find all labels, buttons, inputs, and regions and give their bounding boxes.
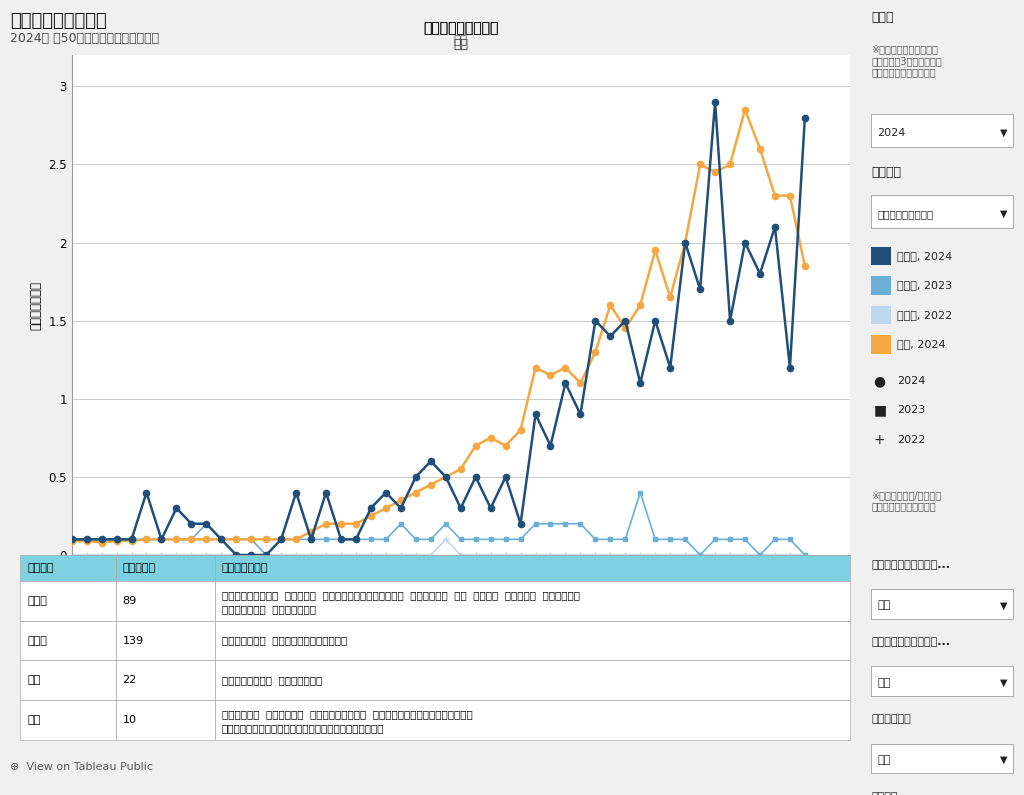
Bar <box>871 196 1013 228</box>
Text: 基幹: 基幹 <box>454 38 468 51</box>
Text: ＲＳウイルス感染症  咽頭結膜熱  Ａ群溶血性レンサ球菌咽頭炎  感染性胃腸炎  水痘  手足口病  伝染性紅斑  突発性発しん: ＲＳウイルス感染症 咽頭結膜熱 Ａ群溶血性レンサ球菌咽頭炎 感染性胃腸炎 水痘 … <box>222 590 580 599</box>
Bar <box>116 555 215 581</box>
Text: ▼: ▼ <box>1000 128 1008 138</box>
Bar <box>215 661 850 700</box>
Text: ▼: ▼ <box>1000 209 1008 219</box>
Text: 静岡県, 2023: 静岡県, 2023 <box>897 280 952 290</box>
Text: ※基準線の表示/非表示を
切り替えることができま: ※基準線の表示/非表示を 切り替えることができま <box>871 490 941 511</box>
Bar <box>215 700 850 740</box>
Text: ヘルパンギーナ  流行性耳下腺炎: ヘルパンギーナ 流行性耳下腺炎 <box>222 603 316 614</box>
Bar <box>116 700 215 740</box>
Text: 定点種別: 定点種別 <box>27 563 53 573</box>
Text: マイコプラズマ肺炎: マイコプラズマ肺炎 <box>878 209 934 219</box>
Text: 眼科: 眼科 <box>27 675 40 685</box>
Bar <box>116 581 215 621</box>
Text: ⊕  View on Tableau Public: ⊕ View on Tableau Public <box>10 762 154 773</box>
Text: 静岡県, 2024: 静岡県, 2024 <box>897 250 952 261</box>
Bar <box>871 114 1013 148</box>
Bar <box>871 247 891 266</box>
Text: 急性出血性結膜炎  流行性角結膜炎: 急性出血性結膜炎 流行性角結膜炎 <box>222 675 323 685</box>
Text: マイコプラズマ肺炎: マイコプラズマ肺炎 <box>423 21 499 35</box>
Text: 小・内: 小・内 <box>27 635 47 646</box>
Bar <box>116 621 215 661</box>
Text: ●: ● <box>873 374 886 388</box>
Text: 小児科: 小児科 <box>27 595 47 606</box>
Text: 基幹: 基幹 <box>27 716 40 725</box>
Bar <box>871 666 1013 696</box>
Text: 届出対象感染症: 届出対象感染症 <box>222 563 268 573</box>
Text: +: + <box>873 432 885 447</box>
Bar <box>871 335 891 354</box>
Text: 表示: 表示 <box>878 600 891 611</box>
Text: 基幹: 基幹 <box>454 34 468 47</box>
Text: 2022: 2022 <box>897 435 926 444</box>
Text: ■: ■ <box>873 403 887 417</box>
Bar <box>20 581 116 621</box>
Bar <box>871 743 1013 773</box>
Text: 警報レベル（終息基準...: 警報レベル（終息基準... <box>871 637 950 647</box>
Bar <box>20 700 116 740</box>
Bar <box>215 555 850 581</box>
Text: 139: 139 <box>123 635 143 646</box>
Text: 感染性胃腸炎（病原体がロタウイルスであるものに限る）: 感染性胃腸炎（病原体がロタウイルスであるものに限る） <box>222 723 384 733</box>
Bar <box>871 306 891 324</box>
Bar <box>116 661 215 700</box>
Text: ▼: ▼ <box>1000 600 1008 611</box>
Text: 89: 89 <box>123 595 137 606</box>
Text: 年選択: 年選択 <box>871 11 894 25</box>
Text: 10: 10 <box>123 716 136 725</box>
Text: 流行入り: 流行入り <box>871 792 898 795</box>
Text: 感染症名: 感染症名 <box>871 166 901 179</box>
Bar <box>20 555 116 581</box>
Text: 表示: 表示 <box>878 677 891 688</box>
Text: 2024年 第50週までのデータに基づく: 2024年 第50週までのデータに基づく <box>10 32 160 45</box>
Text: 2023: 2023 <box>897 405 926 415</box>
Bar <box>20 621 116 661</box>
Bar <box>871 277 891 295</box>
Text: 全国, 2024: 全国, 2024 <box>897 339 946 349</box>
Text: 表示: 表示 <box>878 755 891 765</box>
Text: 警報レベル（開始基準...: 警報レベル（開始基準... <box>871 560 950 570</box>
Text: 静岡県, 2022: 静岡県, 2022 <box>897 309 952 320</box>
Text: 22: 22 <box>123 675 137 685</box>
Bar <box>871 589 1013 619</box>
Text: 細菌性髄膜炎  無菌性髄膜炎  マイコプラズマ肺炎  クラミジア肺炎（オウム病は除く）: 細菌性髄膜炎 無菌性髄膜炎 マイコプラズマ肺炎 クラミジア肺炎（オウム病は除く） <box>222 709 473 719</box>
Text: ▼: ▼ <box>1000 677 1008 688</box>
Text: 注意報レベル: 注意報レベル <box>871 714 911 724</box>
Bar <box>215 581 850 621</box>
Text: 2024: 2024 <box>897 376 926 386</box>
Text: ▼: ▼ <box>1000 755 1008 765</box>
Text: マイコプラズマ肺炎: マイコプラズマ肺炎 <box>423 21 499 35</box>
Text: 県内定点数: 県内定点数 <box>123 563 156 573</box>
Text: ※静岡県は選択した年を
含めた直近3年、全国は選
択した年のみを表示しま: ※静岡県は選択した年を 含めた直近3年、全国は選 択した年のみを表示しま <box>871 45 942 78</box>
Text: 2024: 2024 <box>878 128 906 138</box>
Bar <box>215 621 850 661</box>
Text: インフルエンザ  新型コロナウイルス感染症: インフルエンザ 新型コロナウイルス感染症 <box>222 635 347 646</box>
Bar <box>20 661 116 700</box>
Text: 定点把握感染症推移: 定点把握感染症推移 <box>10 12 106 30</box>
Y-axis label: 定点当り患者数: 定点当り患者数 <box>30 281 43 329</box>
